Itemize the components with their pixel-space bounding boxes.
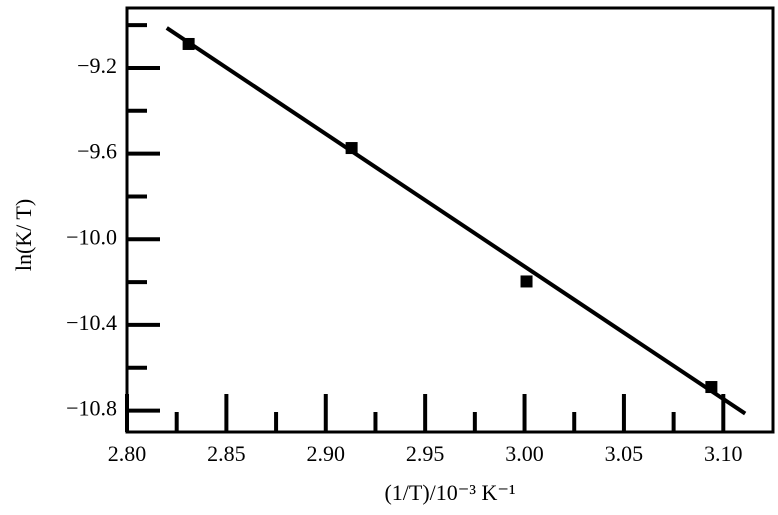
x-tick-label: 2.95 [406, 441, 445, 466]
y-tick-label: −10.0 [66, 224, 117, 249]
y-axis-label: ln(K/ T) [11, 199, 36, 271]
x-axis-label: (1/T)/10⁻³ K⁻¹ [384, 480, 515, 505]
x-tick-label: 3.00 [505, 441, 544, 466]
data-point [705, 381, 718, 394]
y-tick-label: −9.2 [77, 53, 117, 78]
x-tick-label: 3.10 [704, 441, 743, 466]
y-tick-label: −10.8 [66, 396, 117, 421]
x-tick-label: 2.90 [307, 441, 346, 466]
x-tick-label: 2.80 [108, 441, 147, 466]
data-point [182, 37, 195, 50]
plot-frame [125, 6, 775, 434]
x-tick-label: 2.85 [207, 441, 246, 466]
data-point [520, 275, 533, 288]
x-tick-label: 3.05 [605, 441, 644, 466]
fit-line [165, 26, 747, 416]
y-tick-label: −9.6 [77, 139, 117, 164]
y-tick-label: −10.4 [66, 310, 117, 335]
data-point [345, 142, 358, 155]
